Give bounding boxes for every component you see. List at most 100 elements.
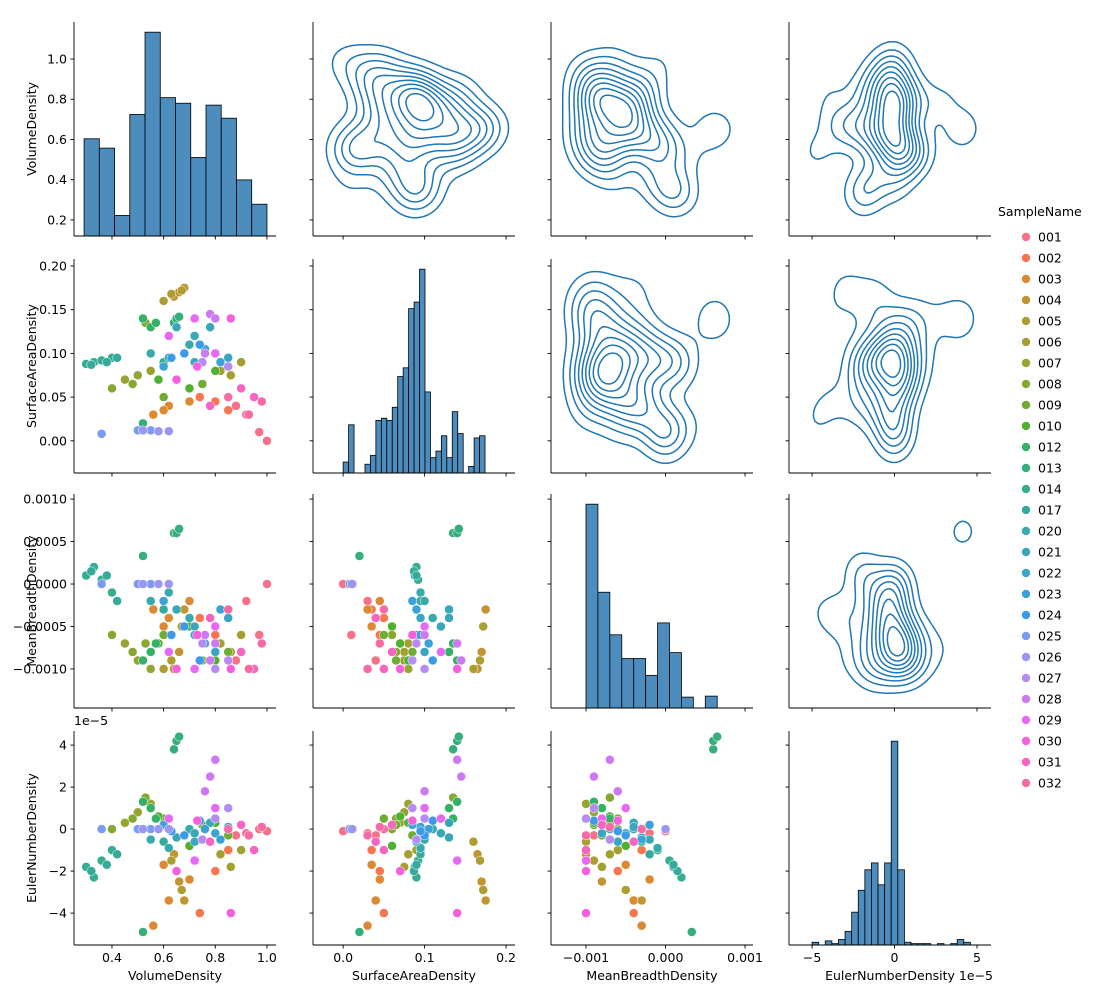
histogram-bar — [669, 652, 682, 709]
legend-marker — [1021, 442, 1031, 452]
kde-contour — [842, 55, 925, 194]
scatter-point — [613, 866, 623, 876]
scatter-point — [158, 361, 169, 372]
scatter-point — [605, 822, 615, 832]
scatter-point — [597, 876, 607, 887]
x-tick-label: −0.001 — [563, 950, 609, 965]
scatter-point — [151, 638, 161, 649]
kde-contour — [592, 344, 631, 392]
scatter-point — [660, 824, 671, 834]
histogram-bar — [375, 420, 382, 474]
y-axis-label: VolumeDensity — [24, 81, 39, 176]
histogram-bar — [419, 268, 426, 474]
scatter-point — [171, 374, 182, 385]
scatter-point — [419, 803, 430, 813]
scatter-point — [176, 285, 187, 296]
scatter-point — [210, 348, 221, 359]
legend-marker — [1021, 295, 1031, 305]
kde-contour — [854, 60, 921, 177]
kde-contour — [857, 321, 919, 440]
legend-label: 007 — [1038, 356, 1062, 371]
scatter-point — [387, 820, 397, 830]
scatter-point — [628, 822, 639, 832]
scatter-point — [475, 855, 485, 866]
scatter-point — [370, 836, 381, 847]
scatter-point — [581, 830, 591, 841]
legend-marker — [1021, 379, 1031, 389]
scatter-point — [174, 731, 184, 742]
scatter-point — [452, 908, 462, 918]
scatter-point — [133, 807, 143, 818]
scatter-point — [452, 664, 462, 674]
scatter-point — [164, 813, 174, 824]
scatter-point — [362, 830, 373, 841]
scatter-point — [120, 818, 130, 828]
scatter-point — [158, 621, 169, 632]
kde-contour — [886, 625, 906, 657]
scatter-point — [262, 579, 272, 589]
kde-contour — [597, 352, 624, 385]
histogram-bar — [468, 466, 475, 474]
scatter-point — [195, 392, 205, 402]
kde-contour — [381, 79, 473, 149]
y-tick-label: 1.0 — [47, 52, 67, 67]
scatter-point — [366, 845, 377, 855]
histogram-bar — [348, 424, 355, 474]
scatter-point — [347, 579, 357, 589]
scatter-point — [210, 638, 221, 649]
scatter-point — [112, 849, 122, 860]
x-tick-label: 0.000 — [648, 950, 684, 965]
scatter-point — [448, 744, 458, 755]
scatter-point — [166, 353, 177, 363]
histogram-bar — [871, 862, 879, 946]
scatter-point — [166, 289, 177, 299]
legend-label: 008 — [1038, 377, 1062, 392]
histogram-bar — [364, 463, 371, 474]
scatter-point — [644, 874, 655, 885]
scatter-point — [581, 845, 591, 855]
kde-contour — [882, 613, 910, 662]
scatter-point — [597, 828, 607, 839]
scatter-point — [419, 621, 430, 632]
scatter-point — [366, 621, 377, 632]
scatter-point — [112, 353, 122, 363]
kde-contour — [870, 338, 909, 397]
panel — [547, 22, 753, 240]
panel — [309, 22, 515, 240]
scatter-point — [184, 396, 195, 407]
kde-contour — [866, 575, 923, 678]
y-tick-label: −0.0005 — [13, 619, 67, 634]
scatter-point — [127, 379, 138, 389]
histogram-bar — [609, 634, 623, 709]
kde-contour — [830, 49, 930, 206]
scatter-point — [444, 818, 454, 828]
legend-label: 014 — [1038, 482, 1062, 497]
scatter-point — [347, 824, 357, 834]
x-tick-label: 1.0 — [257, 950, 277, 965]
scatter-point — [636, 895, 647, 906]
histogram-bar — [402, 367, 410, 474]
scatter-point — [456, 771, 466, 782]
scatter-point — [151, 318, 161, 328]
scatter-point — [613, 786, 623, 797]
scatter-point — [636, 920, 647, 931]
scatter-point — [403, 638, 414, 649]
scatter-point — [138, 579, 148, 589]
legend-label: 023 — [1038, 587, 1062, 602]
scatter-point — [184, 874, 195, 885]
scatter-point — [210, 664, 221, 674]
scatter-point — [140, 638, 151, 649]
kde-contour — [809, 40, 977, 217]
scatter-point — [215, 849, 226, 860]
scatter-point — [379, 630, 389, 640]
scatter-point — [452, 855, 462, 866]
histogram-bar — [633, 658, 647, 709]
kde-contour — [397, 87, 444, 131]
scatter-point — [145, 664, 156, 674]
legend-title: SampleName — [998, 204, 1082, 219]
scatter-point — [621, 860, 631, 870]
scatter-point — [210, 313, 221, 324]
histogram-bar — [857, 889, 866, 946]
scatter-point — [644, 834, 655, 845]
scatter-point — [476, 876, 487, 887]
